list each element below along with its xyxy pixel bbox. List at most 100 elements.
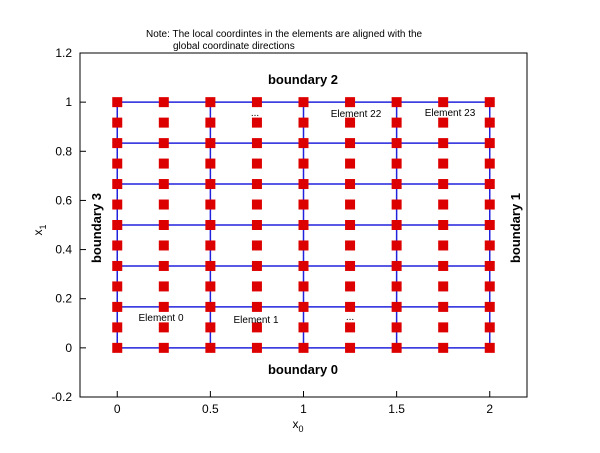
node bbox=[391, 97, 402, 108]
node bbox=[251, 97, 262, 108]
node bbox=[484, 322, 495, 333]
node bbox=[298, 179, 309, 190]
node bbox=[345, 138, 356, 149]
annotation: boundary 3 bbox=[89, 193, 104, 263]
node bbox=[158, 158, 169, 169]
node bbox=[438, 158, 449, 169]
node bbox=[158, 260, 169, 271]
node bbox=[438, 220, 449, 230]
y-tick-label: 1 bbox=[65, 95, 72, 109]
node bbox=[345, 260, 356, 271]
node bbox=[251, 240, 262, 251]
x-tick-label: 1 bbox=[300, 402, 307, 416]
node bbox=[484, 117, 495, 128]
y-tick-label: -0.2 bbox=[51, 390, 72, 404]
y-tick-label: 1.2 bbox=[55, 46, 72, 60]
node bbox=[251, 117, 262, 128]
node bbox=[484, 158, 495, 169]
node bbox=[205, 240, 216, 251]
node bbox=[438, 260, 449, 271]
node bbox=[391, 199, 402, 210]
x-tick-label: 2 bbox=[486, 402, 493, 416]
node bbox=[298, 138, 309, 149]
node bbox=[484, 281, 495, 292]
node bbox=[251, 179, 262, 190]
x-axis-label-main: x bbox=[292, 417, 298, 431]
node bbox=[205, 199, 216, 210]
y-tick-label: 0.4 bbox=[55, 243, 72, 257]
note-line: Note: The local coordintes in the elemen… bbox=[146, 29, 423, 40]
annotation: Element 22 bbox=[331, 109, 382, 120]
node bbox=[345, 281, 356, 292]
node bbox=[158, 199, 169, 210]
node bbox=[345, 199, 356, 210]
node bbox=[158, 138, 169, 149]
node bbox=[345, 117, 356, 128]
node bbox=[205, 322, 216, 333]
y-axis-label-main: x bbox=[31, 230, 45, 236]
node bbox=[298, 342, 309, 353]
annotation: Element 0 bbox=[138, 313, 183, 324]
node bbox=[298, 97, 309, 108]
node bbox=[112, 322, 123, 333]
node bbox=[158, 301, 169, 312]
y-tick-label: 0.2 bbox=[55, 292, 72, 306]
node bbox=[298, 220, 309, 230]
node bbox=[251, 138, 262, 149]
node bbox=[158, 220, 169, 230]
node bbox=[205, 97, 216, 108]
node bbox=[438, 97, 449, 108]
node bbox=[438, 138, 449, 149]
node bbox=[251, 322, 262, 333]
node bbox=[205, 138, 216, 149]
node bbox=[298, 260, 309, 271]
node bbox=[345, 179, 356, 190]
node bbox=[205, 158, 216, 169]
node bbox=[484, 199, 495, 210]
node bbox=[484, 240, 495, 251]
node bbox=[345, 158, 356, 169]
node bbox=[158, 117, 169, 128]
annotation: boundary 2 bbox=[268, 72, 338, 87]
node bbox=[112, 97, 123, 108]
node bbox=[158, 342, 169, 353]
node bbox=[345, 322, 356, 333]
node bbox=[112, 199, 123, 210]
node bbox=[484, 97, 495, 108]
node bbox=[251, 301, 262, 312]
node bbox=[484, 179, 495, 190]
node bbox=[298, 322, 309, 333]
node bbox=[345, 301, 356, 312]
node bbox=[391, 179, 402, 190]
node bbox=[112, 220, 123, 230]
node bbox=[205, 301, 216, 312]
node bbox=[298, 199, 309, 210]
node bbox=[391, 117, 402, 128]
node bbox=[391, 342, 402, 353]
node bbox=[438, 342, 449, 353]
node bbox=[112, 179, 123, 190]
node bbox=[391, 301, 402, 312]
node bbox=[438, 199, 449, 210]
y-axis-label: x1 bbox=[31, 224, 48, 235]
node bbox=[484, 342, 495, 353]
node bbox=[205, 117, 216, 128]
node bbox=[158, 240, 169, 251]
node bbox=[391, 281, 402, 292]
node bbox=[438, 179, 449, 190]
annotation: Element 1 bbox=[233, 315, 278, 326]
node bbox=[345, 97, 356, 108]
node bbox=[112, 260, 123, 271]
node bbox=[391, 322, 402, 333]
node bbox=[158, 281, 169, 292]
node bbox=[298, 117, 309, 128]
node bbox=[298, 240, 309, 251]
node bbox=[205, 220, 216, 230]
y-tick-label: 0.8 bbox=[55, 144, 72, 158]
note-line: global coordinate directions bbox=[173, 41, 295, 52]
x-axis-label: x0 bbox=[292, 417, 303, 434]
node bbox=[251, 220, 262, 230]
node bbox=[251, 281, 262, 292]
node bbox=[112, 117, 123, 128]
node bbox=[298, 301, 309, 312]
